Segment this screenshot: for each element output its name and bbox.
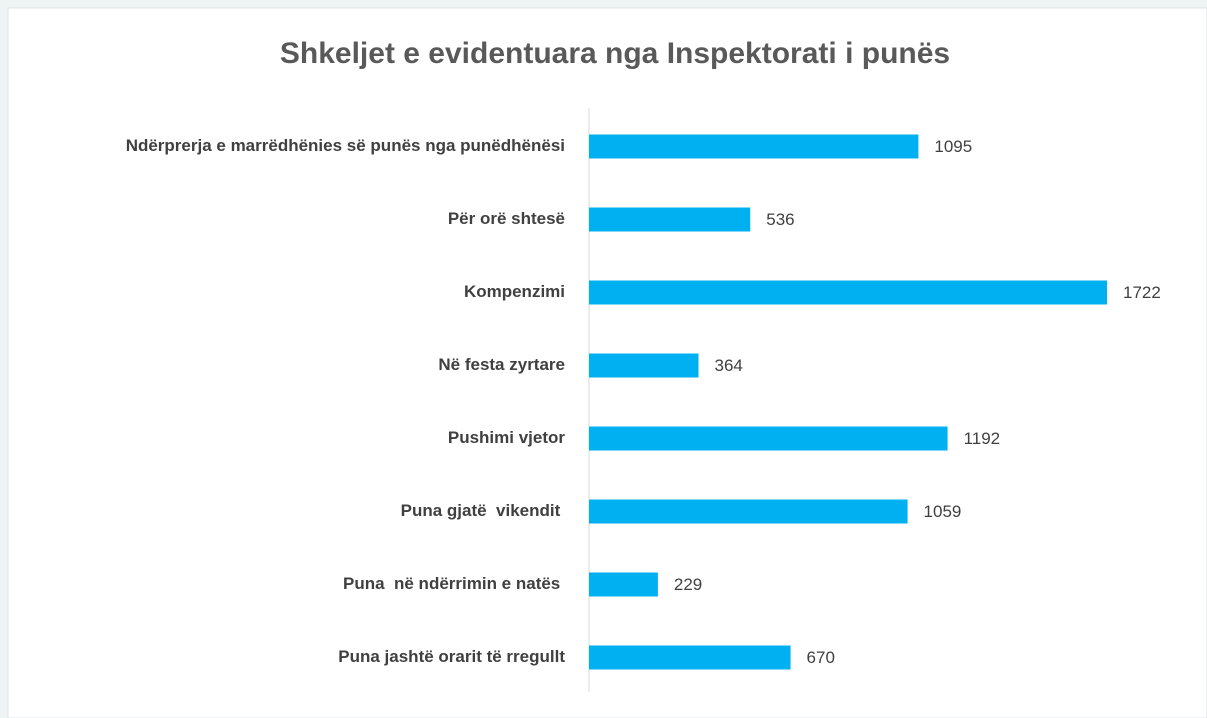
category-label: Puna jashtë orarit të rregullt	[338, 647, 565, 666]
data-label: 1059	[924, 502, 962, 521]
data-label: 536	[766, 210, 794, 229]
bar	[589, 426, 948, 451]
bar	[589, 353, 699, 378]
bar	[589, 134, 919, 159]
category-label: Për orë shtesë	[448, 209, 565, 228]
data-label: 1095	[934, 137, 972, 156]
category-label: Puna gjatë vikendit	[401, 501, 565, 520]
data-label: 229	[674, 575, 702, 594]
bar	[589, 499, 908, 524]
category-label: Ndërprerja e marrëdhënies së punës nga p…	[126, 136, 565, 155]
category-label: Kompenzimi	[464, 282, 565, 301]
data-label: 1722	[1123, 283, 1161, 302]
category-label: Pushimi vjetor	[448, 428, 566, 447]
data-label: 1192	[964, 429, 1001, 448]
bar	[589, 280, 1107, 305]
category-label: Puna në ndërrimin e natës	[343, 574, 565, 593]
bar	[589, 572, 658, 597]
data-label: 670	[807, 648, 835, 667]
chart-title: Shkeljet e evidentuara nga Inspektorati …	[280, 37, 950, 70]
bar	[589, 645, 791, 670]
bar	[589, 207, 751, 232]
category-label: Në festa zyrtare	[438, 355, 565, 374]
data-label: 364	[714, 356, 742, 375]
